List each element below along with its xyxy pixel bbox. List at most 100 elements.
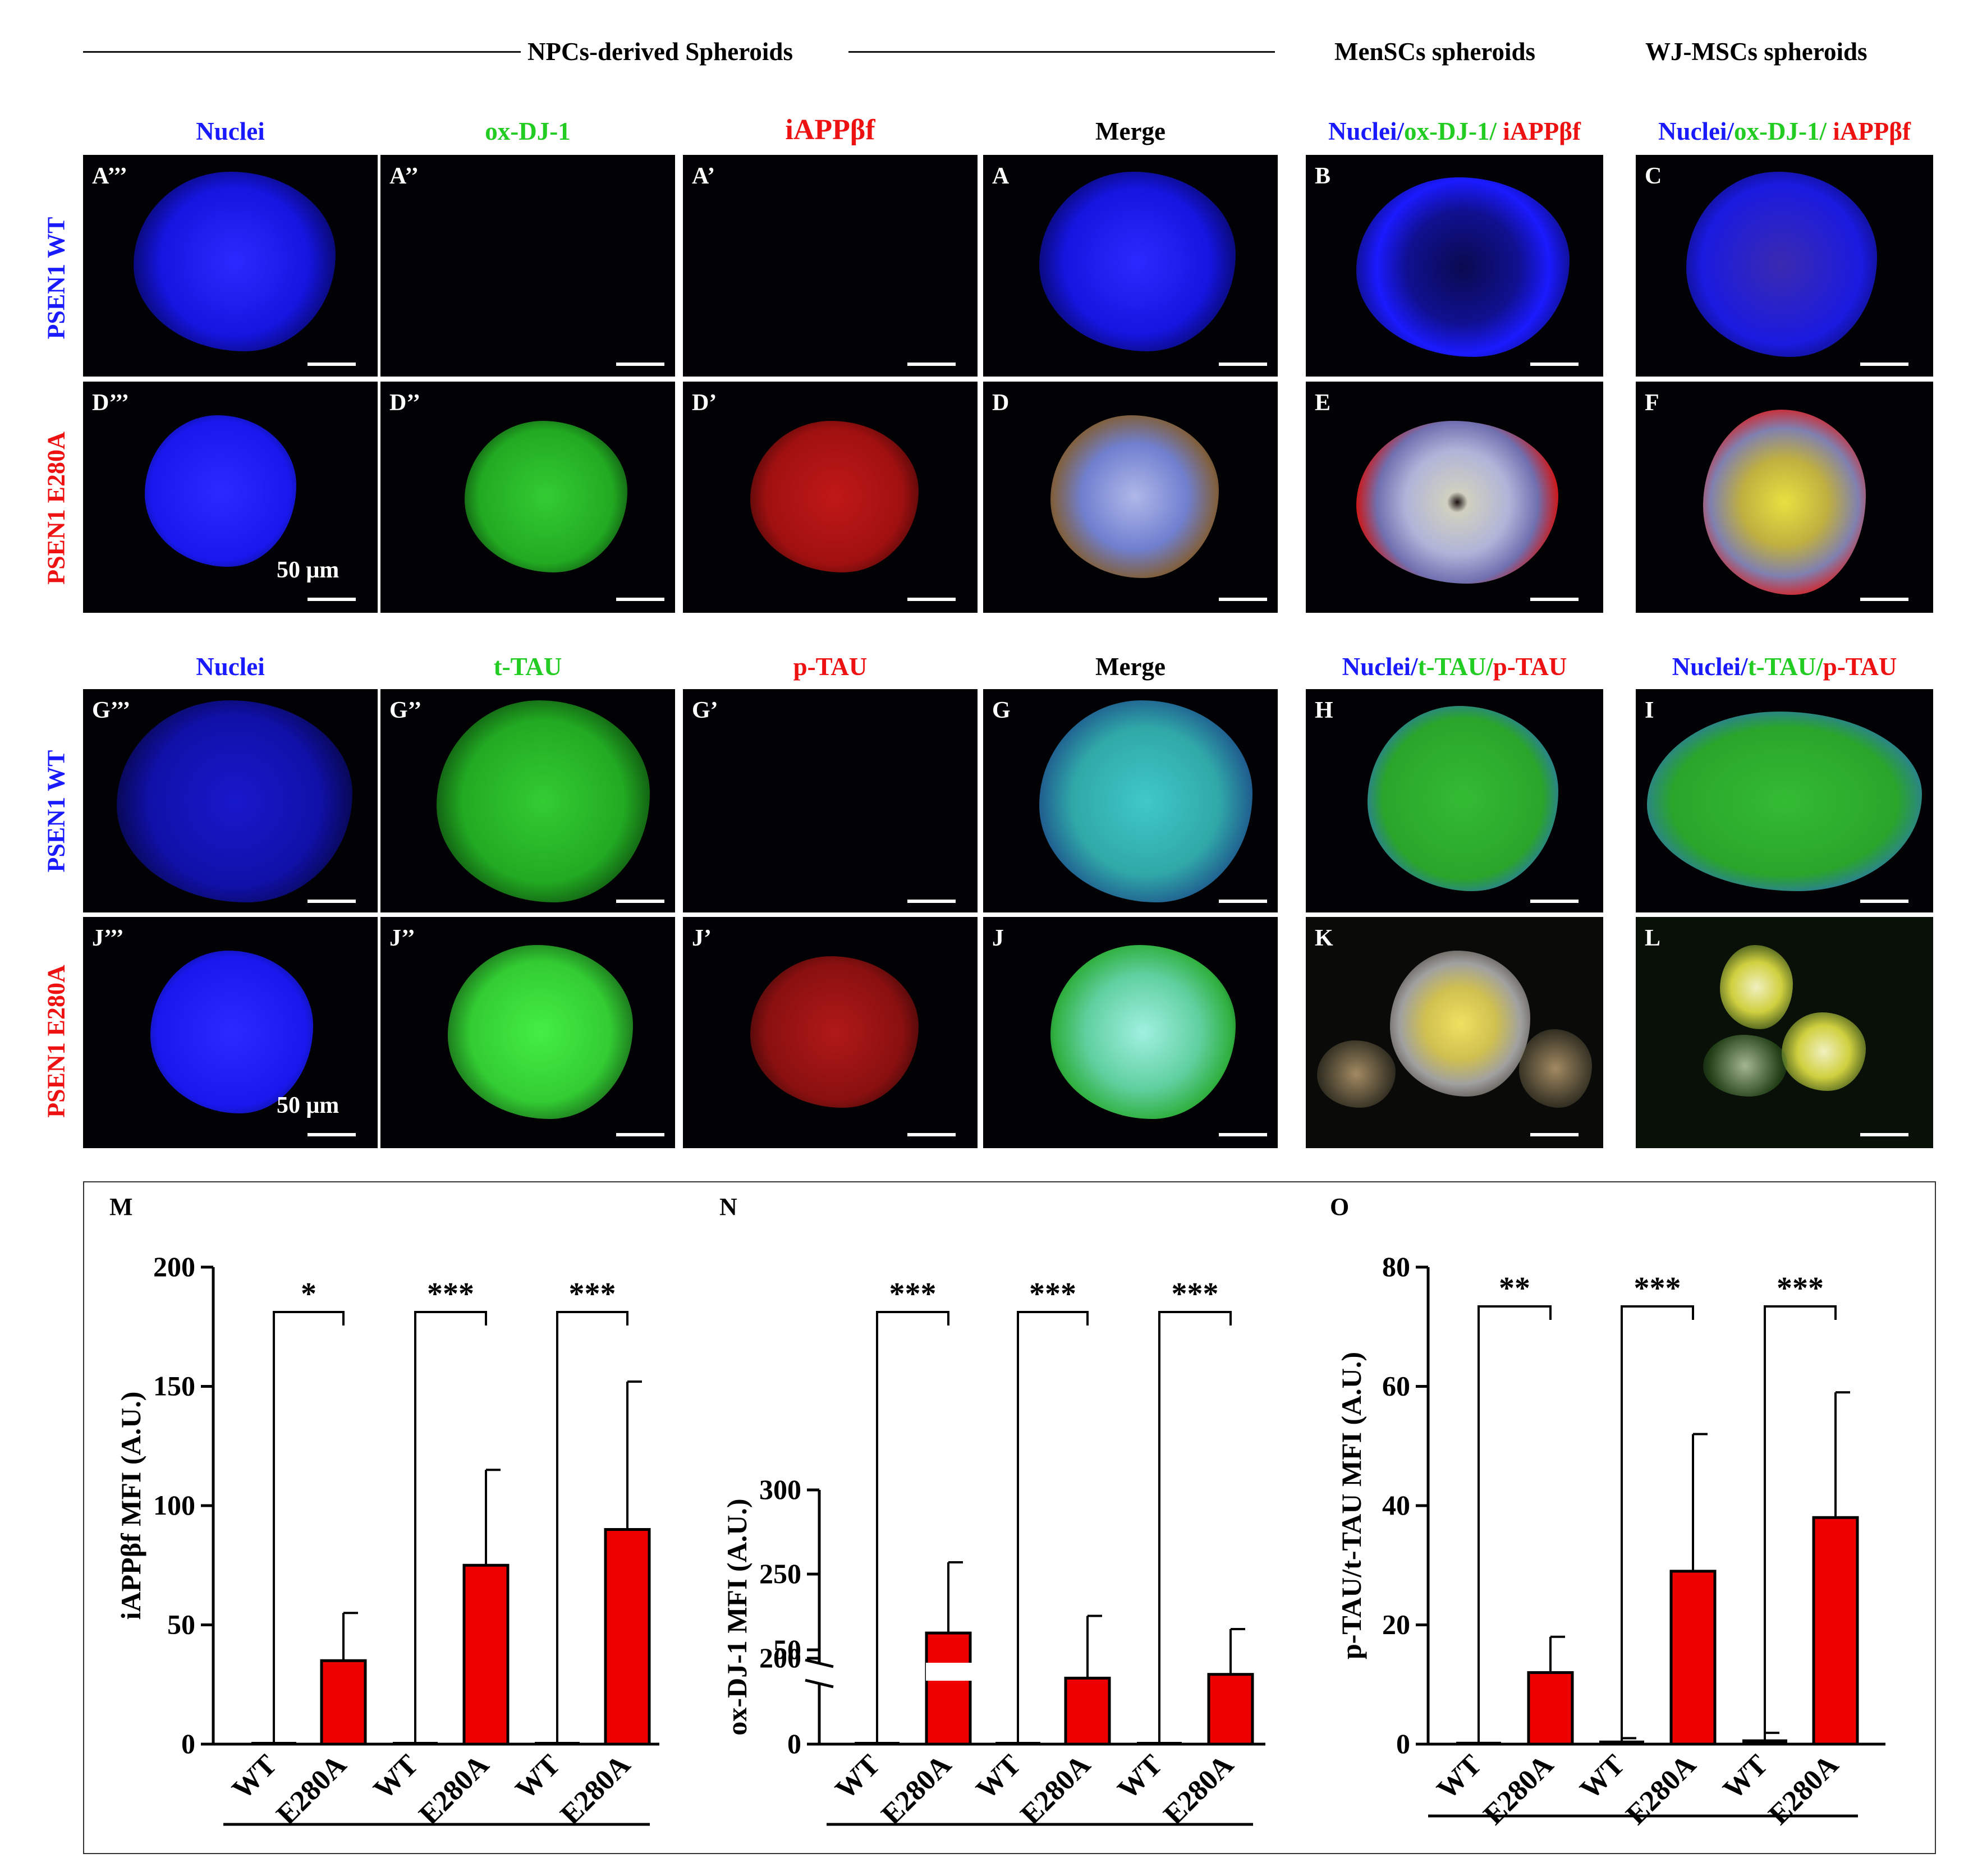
- y-tick-label: 200: [153, 1251, 195, 1282]
- significance-bracket: [1764, 1305, 1837, 1744]
- npc-header: NPCs-derived Spheroids: [527, 38, 793, 66]
- channel-p-tau: p-TAU: [793, 653, 868, 681]
- y-tick-label: 0: [181, 1728, 195, 1759]
- header-rule-right: [848, 51, 1275, 53]
- bar: [604, 1528, 651, 1746]
- panel-f: F: [1636, 382, 1933, 613]
- row-label-e280a-bottom: PSEN1 E280A: [42, 965, 70, 1118]
- panel-d: D: [983, 382, 1278, 613]
- combo-label-mensc: Nuclei/ox-DJ-1/ iAPPβf: [1328, 117, 1581, 145]
- axis-break-mark: [805, 1678, 834, 1689]
- group-label: iPSCs: [1462, 1845, 1539, 1851]
- row-label-wt-top: PSEN1 WT: [42, 217, 70, 340]
- category-label: WT: [1431, 1749, 1488, 1806]
- y-tick-label: 200: [759, 1642, 801, 1673]
- category-label: E280A: [1158, 1749, 1240, 1831]
- panel-d3: D’’’ 50 μm: [83, 382, 378, 613]
- y-tick-label: 50: [167, 1609, 195, 1640]
- y-axis-label: p-TAU/t-TAU MFI (A.U.): [1336, 1352, 1367, 1659]
- significance-label: ***: [427, 1277, 474, 1311]
- panel-g1: G’: [683, 689, 978, 912]
- panel-i: I: [1636, 689, 1933, 912]
- significance-label: **: [1499, 1271, 1530, 1306]
- y-tick-label: 60: [1382, 1370, 1410, 1402]
- panel-j3: J’’’ 50 μm: [83, 917, 378, 1148]
- panel-k: K: [1306, 917, 1603, 1148]
- bar: [1064, 1676, 1111, 1746]
- panel-a1: A’: [683, 155, 978, 377]
- significance-label: ***: [569, 1277, 616, 1311]
- y-tick-label: 150: [153, 1370, 195, 1402]
- chart-n-letter: N: [719, 1193, 737, 1221]
- category-label: E280A: [554, 1749, 637, 1831]
- group-label: MenSCs: [1589, 1845, 1698, 1851]
- axis-break-gap: [926, 1663, 972, 1681]
- bar: [1207, 1673, 1254, 1746]
- significance-label: *: [301, 1277, 316, 1311]
- panel-h: H: [1306, 689, 1603, 912]
- significance-bracket: [876, 1311, 949, 1744]
- y-tick-label: 40: [1382, 1489, 1410, 1521]
- panel-d1: D’: [683, 382, 978, 613]
- y-axis-label: iAPPβf MFI (A.U.): [115, 1392, 146, 1620]
- significance-label: ***: [1029, 1277, 1076, 1311]
- category-label: E280A: [413, 1749, 495, 1831]
- bar: [1669, 1570, 1717, 1746]
- panel-g2: G’’: [380, 689, 675, 912]
- category-label: E280A: [1478, 1749, 1560, 1831]
- y-axis-label: ox-DJ-1 MFI (A.U.): [721, 1498, 753, 1735]
- bar: [1812, 1516, 1859, 1746]
- panel-b: B: [1306, 155, 1603, 377]
- channel-merge: Merge: [1095, 117, 1166, 145]
- combo-label-mensc-2: Nuclei/t-TAU/p-TAU: [1342, 653, 1567, 681]
- category-label: WT: [1717, 1749, 1774, 1806]
- panel-a: A: [983, 155, 1278, 377]
- panel-g: G: [983, 689, 1278, 912]
- category-label: E280A: [1015, 1749, 1097, 1831]
- row-label-e280a-top: PSEN1 E280A: [42, 432, 70, 585]
- y-tick-label: 300: [759, 1474, 801, 1505]
- wj-header: WJ-MSCs spheroids: [1645, 38, 1868, 66]
- panel-l: L: [1636, 917, 1933, 1148]
- y-tick-label: 0: [787, 1728, 801, 1759]
- category-label: WT: [970, 1749, 1027, 1806]
- y-tick-label: 0: [1396, 1728, 1410, 1759]
- chart-o-letter: O: [1330, 1193, 1350, 1221]
- panel-e: E: [1306, 382, 1603, 613]
- header-rule-left: [83, 51, 521, 53]
- panel-d2: D’’: [380, 382, 675, 613]
- category-label: WT: [1574, 1749, 1631, 1806]
- category-label: WT: [829, 1749, 887, 1806]
- panel-g3: G’’’: [83, 689, 378, 912]
- significance-bracket: [1621, 1305, 1694, 1744]
- axis-break-mark: [805, 1658, 834, 1668]
- y-tick-label: 250: [759, 1558, 801, 1589]
- combo-label-wj-2: Nuclei/t-TAU/p-TAU: [1672, 653, 1897, 681]
- significance-bracket: [414, 1311, 487, 1744]
- significance-label: ***: [1634, 1271, 1681, 1306]
- row-label-wt-bottom: PSEN1 WT: [42, 750, 70, 873]
- category-label: WT: [1112, 1749, 1169, 1806]
- channel-iappbf: iAPPβf: [785, 114, 875, 146]
- significance-bracket: [1478, 1305, 1552, 1744]
- category-label: WT: [368, 1749, 425, 1806]
- bar: [320, 1659, 367, 1746]
- y-tick-label: 20: [1382, 1609, 1410, 1640]
- significance-bracket: [556, 1311, 628, 1744]
- panel-a3: A’’’: [83, 155, 378, 377]
- panel-j2: J’’: [380, 917, 675, 1148]
- channel-merge-2: Merge: [1095, 653, 1166, 681]
- significance-bracket: [1158, 1311, 1232, 1744]
- category-label: E280A: [270, 1749, 353, 1831]
- panel-j1: J’: [683, 917, 978, 1148]
- category-label: WT: [226, 1749, 283, 1806]
- y-tick-label: 50: [773, 1634, 801, 1665]
- significance-bracket: [273, 1311, 345, 1744]
- panel-a2: A’’: [380, 155, 675, 377]
- significance-label: ***: [889, 1277, 937, 1311]
- channel-nuclei-2: Nuclei: [196, 653, 265, 681]
- y-tick-label: 100: [153, 1489, 195, 1521]
